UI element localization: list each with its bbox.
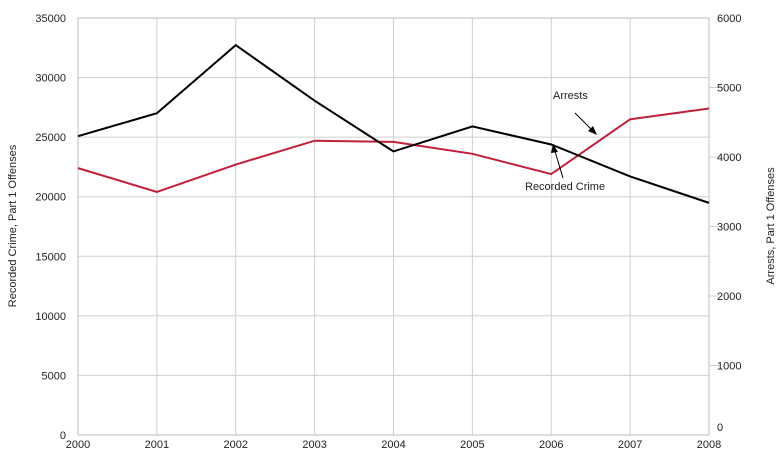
x-tick-label: 2002: [224, 439, 248, 451]
plot-frame: [77, 17, 710, 436]
x-tick-label: 2006: [539, 439, 563, 451]
right-tick-label: 1000: [717, 361, 741, 373]
left-tick-label: 20000: [35, 192, 66, 204]
right-tick-label: 5000: [717, 83, 741, 95]
x-tick-label: 2001: [145, 439, 169, 451]
left-tick-label: 25000: [35, 132, 66, 144]
x-tick-label: 2008: [697, 439, 721, 451]
left-y-axis-label: Recorded Crime, Part 1 Offenses: [7, 144, 19, 307]
left-y-axis-ticks: 0 5000 10000 15000 20000 25000 30000 35000: [35, 13, 66, 442]
x-tick-label: 2003: [302, 439, 326, 451]
annotation-recorded-crime-arrowhead: [551, 144, 558, 153]
right-y-axis-label: Arrests, Part 1 Offenses: [765, 167, 777, 285]
annotation-arrests-label: Arrests: [553, 90, 588, 102]
right-tick-label: 0: [717, 422, 723, 434]
right-tick-label: 3000: [717, 222, 741, 234]
x-tick-label: 2000: [66, 439, 90, 451]
x-axis-ticks: 2000 2001 2002 2003 2004 2005 2006 2007 2008: [66, 439, 721, 451]
left-tick-label: 0: [60, 430, 66, 442]
x-tick-label: 2004: [381, 439, 405, 451]
x-tick-label: 2005: [460, 439, 484, 451]
annotation-recorded-crime-label: Recorded Crime: [525, 181, 605, 193]
annotation-arrests: Arrests: [553, 90, 597, 135]
left-tick-label: 10000: [35, 311, 66, 323]
right-y-axis-ticks: 0 1000 2000 3000 4000 5000 6000: [717, 13, 741, 434]
annotation-arrests-arrowhead: [588, 126, 597, 135]
left-tick-label: 5000: [42, 370, 66, 382]
x-tick-label: 2007: [618, 439, 642, 451]
left-tick-label: 35000: [35, 13, 66, 25]
annotation-recorded-crime: Recorded Crime: [525, 144, 605, 193]
series-lines: [77, 43, 710, 204]
left-tick-label: 30000: [35, 73, 66, 85]
right-tick-label: 6000: [717, 13, 741, 25]
annotation-recorded-crime-arrow-line: [553, 147, 564, 179]
right-tick-label: 4000: [717, 152, 741, 164]
right-tick-label: 2000: [717, 291, 741, 303]
left-tick-label: 15000: [35, 251, 66, 263]
gridlines: [78, 18, 721, 435]
